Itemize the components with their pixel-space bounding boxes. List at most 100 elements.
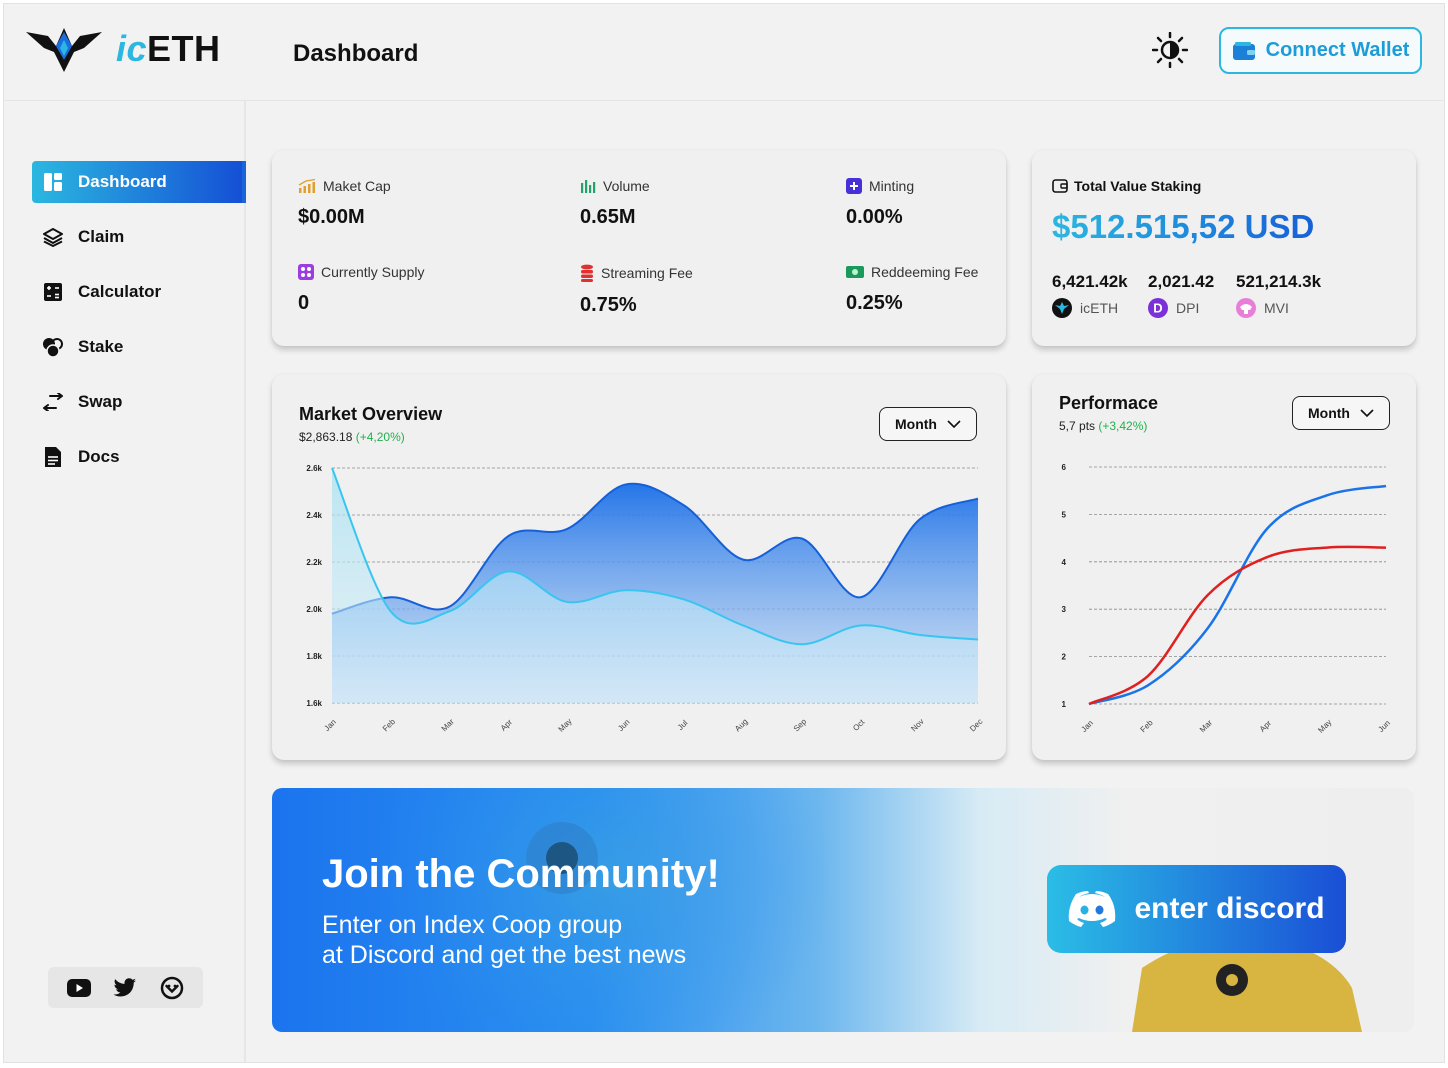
y-tick-label: 5 [1062,510,1067,519]
stat-value: 0.65M [580,206,636,228]
app-window: icETH Dashboard Connect Wallet [3,3,1445,1063]
y-tick-label: 2.0k [306,605,322,614]
y-tick-label: 1.6k [306,699,322,708]
dropdown-label: Month [895,416,937,432]
performance-chart: 1 2 3 4 5 6 Jan Feb Mar Apr May Jun [1062,463,1392,735]
dropdown-label: Month [1308,405,1350,421]
banner-text: Enter on Index Coop group at Discord and… [322,911,687,969]
swap-icon [42,391,64,413]
y-tick-label: 3 [1062,605,1067,614]
chevron-down-icon [947,420,961,428]
document-icon [42,446,64,468]
staking-label: Total Value Staking [1074,178,1202,194]
staking-card: Total Value Staking $512.515,52 USD 6,42… [1032,150,1416,346]
x-tick-label: Aug [733,717,749,733]
enter-discord-button[interactable]: enter discord [1047,865,1346,953]
sidebar: Dashboard Claim Calculator Stake Swap [4,101,246,1062]
performance-card: Performace 5,7 pts (+3,42%) Month 1 2 3 4 5 6… [1032,374,1416,760]
cash-icon [846,266,864,278]
series-line-2 [1088,545,1387,706]
dpi-token-icon: D [1148,298,1168,318]
staking-total-value: $512.515,52 USD [1052,208,1315,245]
stat-market-cap: Maket Cap $0.00M [298,178,391,229]
y-tick-label: 2.4k [306,511,322,520]
stat-label: Volume [603,178,650,194]
y-tick-label: 2.6k [306,464,322,473]
brand-logo[interactable]: icETH [26,26,221,72]
banner-title: Join the Community! [322,852,720,896]
staking-label-row: Total Value Staking [1052,178,1201,194]
stats-card: Maket Cap $0.00M Volume 0.65M Minting 0.… [272,150,1006,346]
x-tick-label: Jun [616,717,631,732]
sidebar-item-docs[interactable]: Docs [32,436,246,478]
chevron-down-icon [1360,409,1374,417]
stat-streaming-fee: Streaming Fee 0.75% [580,264,693,317]
stat-value: 0.25% [846,292,903,314]
y-tick-label: 2.2k [306,558,322,567]
stat-redeeming-fee: Reddeeming Fee 0.25% [846,264,978,315]
x-tick-label: Apr [499,717,514,732]
performance-period-dropdown[interactable]: Month [1292,396,1390,430]
connect-wallet-button[interactable]: Connect Wallet [1219,27,1422,74]
mvi-token-icon [1236,298,1256,318]
sidebar-item-label: Claim [78,227,125,246]
x-tick-label: Dec [968,717,984,733]
community-banner: Join the Community! Enter on Index Coop … [272,788,1414,1032]
performance-points: 5,7 pts (+3,42%) [1059,419,1148,433]
token-name: DPI [1176,300,1200,316]
dashboard-icon [42,171,64,193]
stack-icon [581,264,593,282]
owl-artwork [372,788,1362,1032]
theme-toggle-button[interactable] [1151,31,1189,69]
stat-label: Reddeeming Fee [871,264,979,280]
token-amount: 6,421.42k [1052,272,1128,291]
market-period-dropdown[interactable]: Month [879,407,977,441]
sidebar-item-claim[interactable]: Claim [32,216,246,258]
stat-value: $0.00M [298,206,365,228]
sidebar-item-dashboard[interactable]: Dashboard [32,161,246,203]
eagle-logo-icon [26,28,102,72]
x-tick-label: Mar [1198,718,1214,734]
x-tick-label: May [1316,718,1333,735]
wallet-outline-icon [1052,179,1068,193]
stat-volume: Volume 0.65M [580,178,650,229]
svg-text:D: D [1153,301,1162,316]
twitter-icon[interactable] [112,975,138,1001]
grid-icon [298,264,314,280]
x-tick-label: Mar [440,717,456,733]
sidebar-item-label: Dashboard [78,172,167,191]
layers-icon [42,226,64,248]
stat-value: 0.75% [580,294,637,316]
sidebar-item-label: Swap [78,392,123,411]
sidebar-item-stake[interactable]: Stake [32,326,246,368]
x-tick-label: Feb [381,717,398,734]
connect-wallet-label: Connect Wallet [1265,39,1410,61]
iceth-token-icon [1052,298,1072,318]
x-tick-label: May [557,717,574,734]
token-iceth: 6,421.42k icETH [1052,272,1128,318]
discord-circle-icon[interactable] [159,975,185,1001]
top-header: icETH Dashboard Connect Wallet [4,4,1444,101]
x-tick-label: Apr [1258,718,1273,733]
y-tick-label: 1.8k [306,652,322,661]
x-tick-label: Feb [1139,718,1156,735]
youtube-icon[interactable] [66,975,92,1001]
x-tick-label: Sep [792,717,809,734]
sidebar-item-calculator[interactable]: Calculator [32,271,246,313]
stat-current-supply: Currently Supply 0 [298,264,425,315]
performance-title: Performace [1059,393,1159,413]
stat-label: Currently Supply [321,264,425,280]
series-line-2 [331,467,979,646]
x-tick-label: Jan [1079,718,1094,733]
series-area-2 [332,468,978,703]
sidebar-item-swap[interactable]: Swap [32,381,246,423]
stat-minting: Minting 0.00% [846,178,914,229]
token-mvi: 521,214.3k MVI [1236,272,1321,318]
market-price: $2,863.18 (+4,20%) [299,430,405,444]
bars-icon [581,180,596,193]
wallet-icon [1232,41,1255,60]
y-tick-label: 2 [1062,653,1067,662]
sidebar-item-label: Stake [78,337,124,356]
stat-label: Streaming Fee [601,265,693,281]
token-amount: 521,214.3k [1236,272,1322,291]
